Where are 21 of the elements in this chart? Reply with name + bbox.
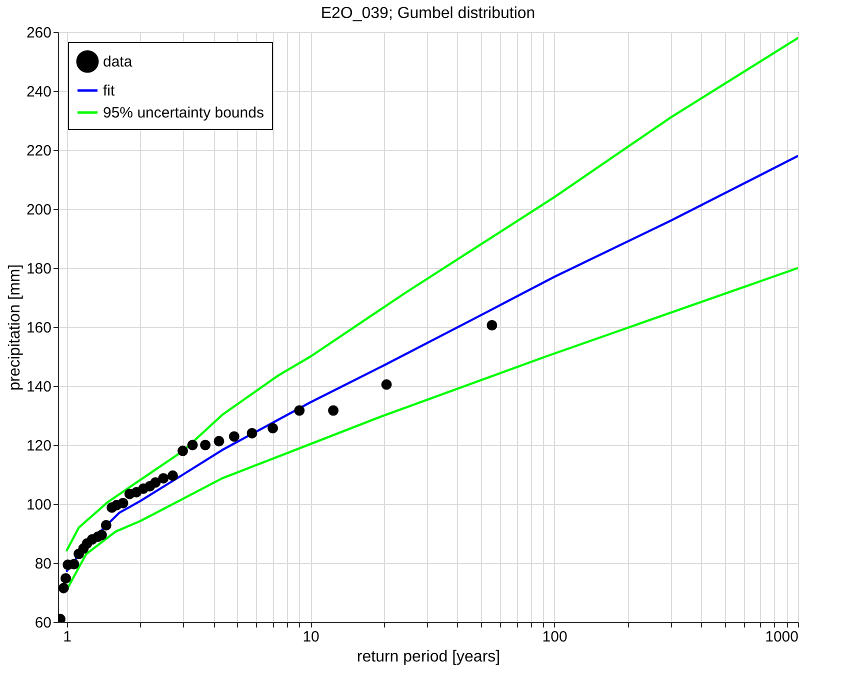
y-tick-label: 120 (26, 438, 52, 454)
y-tick-label: 160 (26, 320, 52, 336)
legend-label: fit (103, 82, 116, 100)
x-tick-label: 100 (542, 628, 568, 646)
y-tick-label: 220 (26, 142, 52, 160)
y-tick-label: 260 (26, 24, 52, 42)
legend-label: data (103, 54, 133, 70)
x-tick-label: 1 (63, 628, 72, 646)
x-tick-label: 1000 (765, 628, 798, 646)
y-tick-label: 80 (34, 556, 52, 572)
y-axis-title: precipitation [mm] (6, 264, 24, 391)
y-tick-label: 200 (26, 202, 52, 218)
y-tick-label: 100 (26, 496, 52, 514)
y-tick-label: 240 (26, 84, 52, 100)
legend-label: 95% uncertainty bounds (103, 104, 264, 122)
chart-title: E2O_039; Gumbel distribution (320, 5, 536, 22)
x-axis-title: return period [years] (356, 648, 500, 666)
y-tick-label: 140 (26, 378, 52, 396)
y-tick-label: 180 (26, 260, 52, 278)
x-tick-label: 10 (302, 628, 320, 646)
y-tick-label: 60 (34, 614, 52, 632)
